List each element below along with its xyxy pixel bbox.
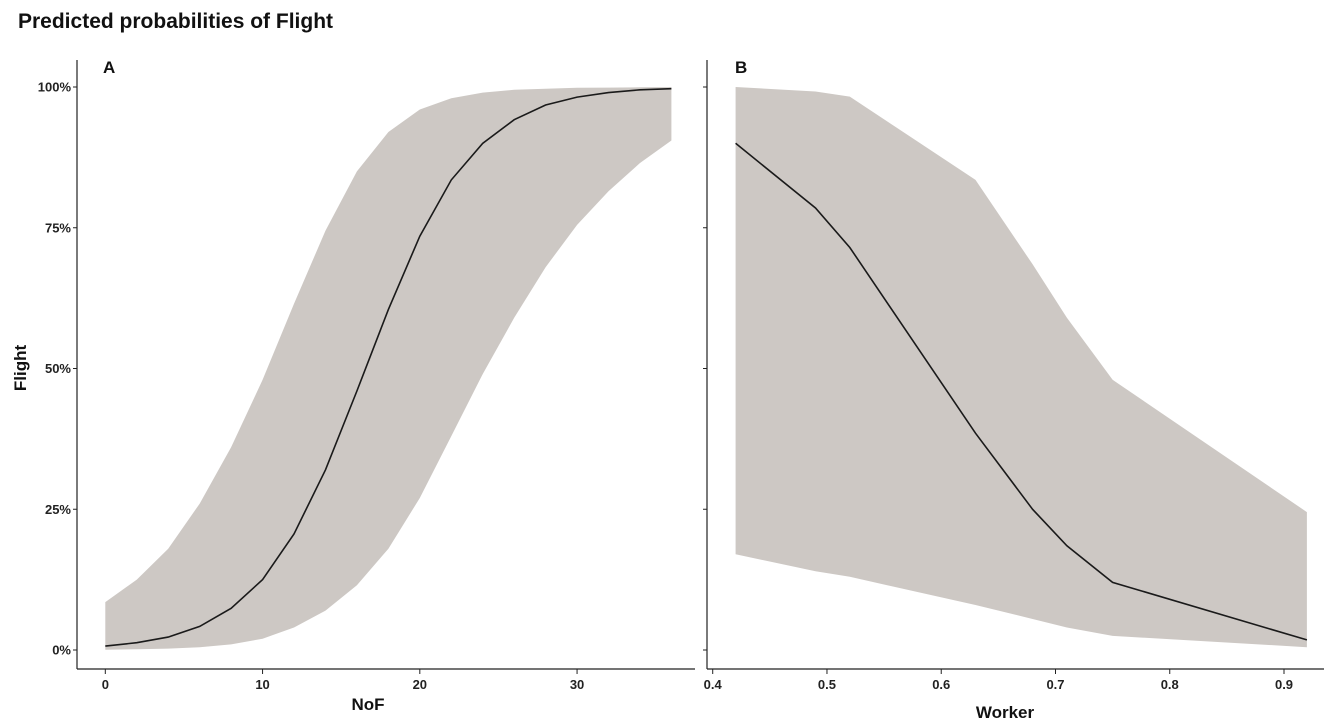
panel-a-x-tick-label: 10: [255, 677, 269, 692]
panel-a-x-tick-label: 30: [570, 677, 584, 692]
panel-a-y-tick-label: 0%: [52, 643, 71, 658]
panel-b-x-tick-label: 0.4: [704, 677, 723, 692]
panel-a-x-tick-label: 20: [413, 677, 427, 692]
panel-b-x-tick-label: 0.9: [1275, 677, 1293, 692]
panel-b-confidence-ribbon: [735, 87, 1307, 648]
panel-a-confidence-ribbon: [105, 87, 672, 650]
panel-a-y-tick-label: 25%: [45, 502, 71, 517]
chart-title: Predicted probabilities of Flight: [18, 10, 333, 33]
panel-a-y-tick-label: 75%: [45, 220, 71, 235]
panel-b-x-tick-label: 0.7: [1046, 677, 1064, 692]
panel-b-prediction-line: [735, 142, 1308, 641]
panel-a-x-axis-title: NoF: [351, 695, 384, 714]
panel-a-prediction-line: [105, 87, 672, 647]
panel-a-axes: 0% 25% 50% 75% 100% 0 10 20 30: [38, 60, 695, 692]
panel-a: A 0% 25% 50% 75% 100% 0 10 20 30 NoF Flight: [11, 58, 695, 714]
panel-b-x-tick-label: 0.5: [818, 677, 836, 692]
panel-b-x-axis-title: Worker: [976, 703, 1035, 722]
panel-b: B 0.4 0.5 0.6 0.7 0.8 0.9 Worker: [703, 58, 1324, 722]
panel-a-y-axis-title: Flight: [11, 345, 30, 392]
panel-b-x-tick-label: 0.8: [1161, 677, 1179, 692]
panel-a-letter: A: [103, 58, 115, 77]
panel-a-y-tick-label: 100%: [38, 80, 72, 95]
panel-a-y-tick-label: 50%: [45, 361, 71, 376]
panel-b-letter: B: [735, 58, 747, 77]
panel-b-axes: 0.4 0.5 0.6 0.7 0.8 0.9: [703, 60, 1324, 692]
panel-a-x-tick-label: 0: [102, 677, 109, 692]
panel-b-x-tick-label: 0.6: [932, 677, 950, 692]
